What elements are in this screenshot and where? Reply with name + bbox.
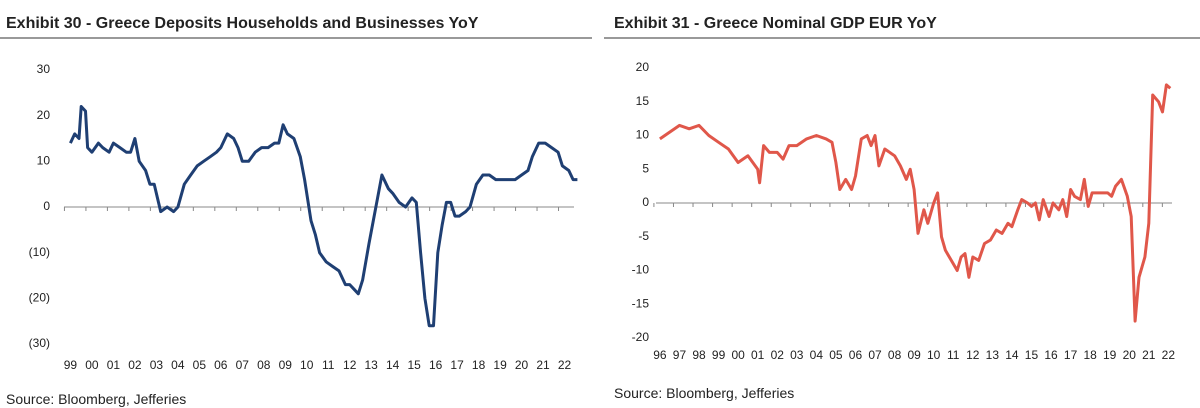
y-tick-label: 30 [37, 62, 51, 76]
y-tick-label: 10 [37, 154, 51, 168]
x-tick-label: 08 [888, 348, 902, 362]
chart-title: Exhibit 31 - Greece Nominal GDP EUR YoY [614, 15, 937, 32]
line-series [69, 105, 578, 328]
x-tick-label: 04 [171, 358, 185, 372]
line-series [659, 83, 1172, 323]
y-tick-label: 20 [636, 60, 650, 74]
x-tick-label: 01 [107, 358, 121, 372]
y-tick-label: 10 [636, 128, 650, 142]
x-tick-label: 08 [257, 358, 271, 372]
x-tick-label: 00 [85, 358, 99, 372]
x-tick-label: 18 [1083, 348, 1097, 362]
y-tick-label: (20) [29, 291, 50, 305]
x-tick-label: 10 [300, 358, 314, 372]
source: Source: Bloomberg, Jefferies [6, 391, 186, 407]
x-tick-label: 96 [653, 348, 667, 362]
x-tick-label: 17 [450, 358, 464, 372]
y-tick-label: -20 [632, 330, 650, 344]
x-tick-label: 20 [1123, 348, 1137, 362]
x-tick-label: 10 [927, 348, 941, 362]
x-tick-label: 13 [365, 358, 379, 372]
x-tick-label: 19 [1103, 348, 1117, 362]
y-tick-label: 5 [642, 161, 649, 175]
x-tick-label: 09 [907, 348, 921, 362]
x-tick-label: 12 [966, 348, 980, 362]
x-tick-label: 15 [407, 358, 421, 372]
y-tick-label: -15 [632, 296, 650, 310]
y-tick-label: (10) [29, 245, 50, 259]
x-tick-label: 00 [731, 348, 745, 362]
chart-title: Exhibit 30 - Greece Deposits Households … [6, 15, 479, 32]
x-tick-label: 01 [751, 348, 765, 362]
x-tick-label: 06 [214, 358, 228, 372]
x-tick-label: 16 [429, 358, 443, 372]
x-tick-label: 21 [1142, 348, 1156, 362]
x-tick-label: 15 [1025, 348, 1039, 362]
x-tick-label: 17 [1064, 348, 1078, 362]
x-tick-label: 99 [64, 358, 78, 372]
x-tick-label: 02 [128, 358, 142, 372]
x-tick-label: 07 [868, 348, 882, 362]
x-tick-label: 11 [947, 348, 960, 362]
y-tick-label: -10 [632, 263, 650, 277]
x-tick-label: 98 [692, 348, 706, 362]
y-tick-label: 15 [636, 94, 650, 108]
x-tick-label: 14 [386, 358, 400, 372]
x-tick-label: 18 [472, 358, 486, 372]
x-tick-label: 22 [558, 358, 572, 372]
y-tick-label: -5 [638, 229, 649, 243]
x-tick-label: 09 [279, 358, 293, 372]
x-tick-label: 97 [673, 348, 687, 362]
y-tick-label: 0 [642, 195, 649, 209]
y-tick-label: 0 [43, 199, 50, 213]
x-tick-label: 03 [790, 348, 804, 362]
x-tick-label: 05 [193, 358, 207, 372]
x-tick-label: 07 [236, 358, 250, 372]
x-tick-label: 20 [515, 358, 529, 372]
x-tick-label: 02 [771, 348, 785, 362]
x-tick-label: 06 [849, 348, 863, 362]
x-tick-label: 03 [150, 358, 164, 372]
x-tick-label: 16 [1044, 348, 1058, 362]
x-tick-label: 05 [829, 348, 843, 362]
x-tick-label: 19 [493, 358, 507, 372]
x-tick-label: 21 [536, 358, 550, 372]
x-tick-label: 11 [322, 358, 335, 372]
source: Source: Bloomberg, Jefferies [614, 385, 794, 401]
x-tick-label: 13 [986, 348, 1000, 362]
x-tick-label: 04 [810, 348, 824, 362]
x-tick-label: 12 [343, 358, 357, 372]
x-tick-label: 22 [1162, 348, 1176, 362]
x-tick-label: 14 [1005, 348, 1019, 362]
y-tick-label: 20 [37, 108, 51, 122]
x-tick-label: 99 [712, 348, 726, 362]
y-tick-label: (30) [29, 336, 50, 350]
